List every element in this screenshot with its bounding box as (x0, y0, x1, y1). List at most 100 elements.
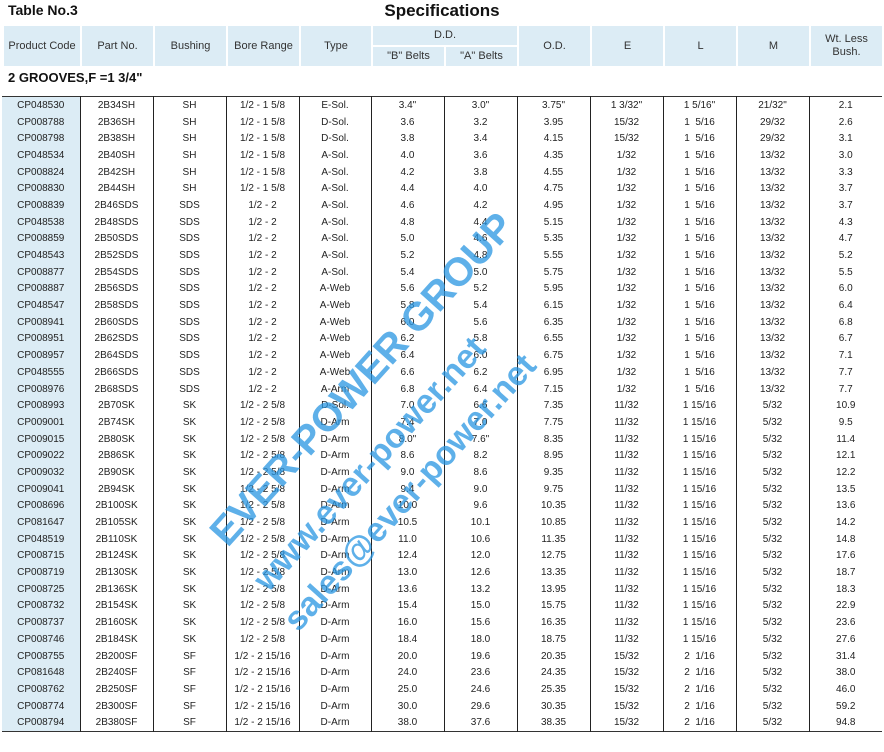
cell-bushing: SH (152, 163, 226, 181)
cell-bore-range: 1/2 - 2 5/8 (225, 430, 299, 448)
cell-product-code: CP008798 (2, 130, 80, 148)
cell-l: 1 5/16 (662, 364, 736, 381)
cell-e: 11/32 (589, 530, 663, 548)
cell-weight: 94.8 (808, 714, 882, 732)
cell-e: 15/32 (589, 113, 663, 131)
header-b-belts: "B" Belts (371, 45, 446, 68)
cell-bore-range: 1/2 - 2 (225, 364, 299, 381)
cell-e: 11/32 (589, 564, 663, 581)
cell-bore-range: 1/2 - 2 5/8 (225, 547, 299, 565)
table-row: CP048543 2B52SDS SDS 1/2 - 2 A-Sol. 5.2 4.8 5.5… (2, 247, 882, 264)
cell-bore-range: 1/2 - 2 5/8 (225, 447, 299, 465)
cell-bore-range: 1/2 - 2 (225, 213, 299, 231)
cell-dd-b-belts: 25.0 (370, 681, 444, 698)
table-row: CP008830 2B44SH SH 1/2 - 1 5/8 A-Sol. 4.4 4.0 4… (2, 180, 882, 198)
cell-od: 6.55 (516, 330, 590, 348)
table-row: CP048519 2B110SK SK 1/2 - 2 5/8 D-Arm 11.0 10.… (2, 530, 882, 548)
table-row: CP009015 2B80SK SK 1/2 - 2 5/8 D-Arm 8.0" 7.6"… (2, 430, 882, 448)
cell-bore-range: 1/2 - 2 5/8 (225, 614, 299, 631)
cell-bushing: SDS (152, 364, 226, 381)
cell-bore-range: 1/2 - 2 (225, 230, 299, 248)
cell-dd-a-belts: 9.6 (443, 497, 517, 515)
cell-product-code: CP048519 (2, 530, 80, 548)
cell-m: 13/32 (735, 364, 809, 381)
cell-l: 1 5/16 (662, 297, 736, 314)
cell-bore-range: 1/2 - 2 15/16 (225, 647, 299, 665)
cell-type: A-Sol. (298, 263, 371, 281)
cell-bushing: SDS (152, 313, 226, 331)
cell-type: A-Web (298, 313, 371, 331)
cell-type: A-Arm (298, 380, 371, 398)
cell-od: 4.95 (516, 197, 590, 214)
cell-l: 2 1/16 (662, 714, 736, 732)
cell-bore-range: 1/2 - 2 5/8 (225, 414, 299, 431)
table-row: CP008877 2B54SDS SDS 1/2 - 2 A-Sol. 5.4 5.0 5.7… (2, 263, 882, 281)
cell-product-code: CP081647 (2, 514, 80, 531)
cell-part-no: 2B46SDS (79, 197, 153, 214)
cell-part-no: 2B54SDS (79, 263, 153, 281)
cell-weight: 2.6 (808, 113, 882, 131)
cell-bore-range: 1/2 - 1 5/8 (225, 113, 299, 131)
cell-e: 1/32 (589, 163, 663, 181)
cell-type: D-Arm (298, 480, 371, 498)
cell-dd-a-belts: 12.0 (443, 547, 517, 565)
cell-bushing: SDS (152, 297, 226, 314)
cell-e: 1/32 (589, 213, 663, 231)
cell-dd-b-belts: 10.0 (370, 497, 444, 515)
cell-dd-a-belts: 8.2 (443, 447, 517, 465)
cell-od: 4.55 (516, 163, 590, 181)
cell-dd-b-belts: 5.0 (370, 230, 444, 248)
cell-part-no: 2B68SDS (79, 380, 153, 398)
cell-dd-b-belts: 4.8 (370, 213, 444, 231)
cell-part-no: 2B124SK (79, 547, 153, 565)
cell-weight: 3.1 (808, 130, 882, 148)
cell-product-code: CP008737 (2, 614, 80, 631)
cell-part-no: 2B66SDS (79, 364, 153, 381)
cell-weight: 27.6 (808, 631, 882, 648)
table-header: Product Code Part No. Bushing Bore Range… (2, 24, 884, 68)
cell-part-no: 2B130SK (79, 564, 153, 581)
cell-dd-a-belts: 3.0" (443, 96, 517, 114)
cell-dd-a-belts: 7.6" (443, 430, 517, 448)
table-row: CP008859 2B50SDS SDS 1/2 - 2 A-Sol. 5.0 4.6 5.3… (2, 230, 882, 248)
cell-l: 1 5/16 (662, 147, 736, 164)
table-row: CP008762 2B250SF SF 1/2 - 2 15/16 D-Arm 25.0 2… (2, 681, 882, 698)
cell-bushing: SDS (152, 230, 226, 248)
table-row: CP048555 2B66SDS SDS 1/2 - 2 A-Web 6.6 6.2 6.95… (2, 364, 882, 381)
cell-dd-a-belts: 23.6 (443, 664, 517, 682)
cell-bushing: SK (152, 397, 226, 415)
cell-weight: 12.1 (808, 447, 882, 465)
cell-dd-a-belts: 19.6 (443, 647, 517, 665)
cell-m: 5/32 (735, 547, 809, 565)
cell-product-code: CP008951 (2, 330, 80, 348)
cell-dd-b-belts: 4.4 (370, 180, 444, 198)
cell-e: 11/32 (589, 580, 663, 598)
cell-dd-a-belts: 10.1 (443, 514, 517, 531)
cell-l: 1 15/16 (662, 430, 736, 448)
cell-bore-range: 1/2 - 1 5/8 (225, 147, 299, 164)
cell-part-no: 2B240SF (79, 664, 153, 682)
cell-weight: 23.6 (808, 614, 882, 631)
cell-dd-a-belts: 18.0 (443, 631, 517, 648)
cell-m: 5/32 (735, 597, 809, 615)
cell-bushing: SH (152, 130, 226, 148)
cell-m: 13/32 (735, 347, 809, 364)
cell-m: 13/32 (735, 263, 809, 281)
cell-part-no: 2B34SH (79, 96, 153, 114)
table-row: CP081648 2B240SF SF 1/2 - 2 15/16 D-Arm 24.0 2… (2, 664, 882, 682)
cell-type: A-Web (298, 347, 371, 364)
cell-bore-range: 1/2 - 2 5/8 (225, 580, 299, 598)
cell-dd-a-belts: 3.6 (443, 147, 517, 164)
cell-e: 15/32 (589, 697, 663, 715)
cell-product-code: CP008839 (2, 197, 80, 214)
cell-l: 1 5/16 (662, 330, 736, 348)
header-m: M (736, 24, 811, 68)
cell-m: 5/32 (735, 414, 809, 431)
cell-e: 11/32 (589, 547, 663, 565)
cell-type: A-Web (298, 280, 371, 298)
cell-product-code: CP008877 (2, 263, 80, 281)
cell-dd-a-belts: 15.0 (443, 597, 517, 615)
cell-dd-a-belts: 6.6 (443, 397, 517, 415)
cell-weight: 3.0 (808, 147, 882, 164)
cell-bushing: SK (152, 547, 226, 565)
